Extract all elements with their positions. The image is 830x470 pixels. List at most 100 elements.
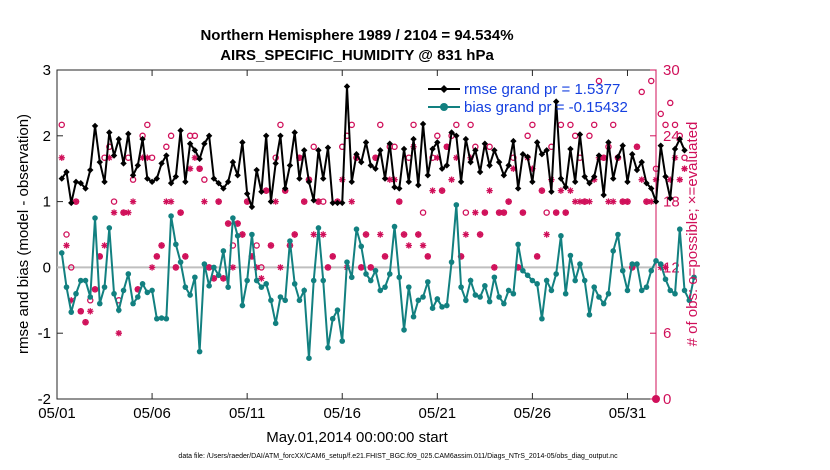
bias-point: [482, 283, 488, 289]
possible-point: [609, 121, 617, 129]
evaluated-point: [538, 187, 546, 194]
evaluated-point: [638, 176, 645, 183]
possible-point: [253, 242, 260, 249]
bias-point: [520, 267, 526, 274]
rmse-point: [419, 120, 427, 128]
x-tick-label: 05/06: [133, 405, 171, 422]
rmse-point: [353, 151, 360, 158]
possible-point: [391, 143, 398, 151]
bias-point: [73, 290, 79, 297]
bias-point: [82, 277, 89, 284]
evaluated-point: [258, 275, 265, 282]
bias-point: [396, 274, 403, 281]
evaluated-point: [486, 187, 493, 194]
bias-point: [363, 271, 369, 277]
bias-point: [610, 248, 617, 254]
rmse-point: [524, 153, 531, 161]
bias-point: [548, 287, 555, 294]
evaluated-point: [191, 154, 199, 161]
bias-point: [196, 348, 203, 355]
bias-point: [686, 297, 693, 304]
evaluated-point: [662, 264, 669, 271]
evaluated-point: [358, 264, 365, 271]
bias-point: [624, 287, 631, 294]
rmse-point: [386, 140, 393, 147]
evaluated-point: [144, 154, 151, 161]
bias-point: [477, 294, 483, 300]
bias-point: [543, 277, 550, 284]
bias-point: [529, 277, 536, 284]
evaluated-point: [215, 198, 222, 205]
evaluated-point: [177, 209, 184, 216]
evaluated-point: [462, 231, 470, 238]
evaluated-point: [377, 231, 384, 238]
bias-point: [496, 294, 502, 300]
bias-point: [135, 294, 141, 300]
evaluated-point: [205, 264, 213, 271]
evaluated-point: [633, 143, 641, 150]
evaluated-point: [434, 154, 441, 161]
rmse-point: [491, 147, 498, 154]
evaluated-point: [519, 209, 527, 216]
evaluated-point: [68, 297, 75, 304]
possible-point: [586, 132, 593, 140]
rmse-point: [125, 130, 132, 138]
evaluated-point: [106, 154, 113, 161]
bias-point: [334, 307, 341, 313]
rmse-point: [510, 137, 517, 145]
rmse-point: [410, 135, 417, 143]
bias-point: [249, 231, 255, 238]
evaluated-point: [419, 242, 427, 249]
rmse-point: [110, 152, 118, 159]
bias-point: [377, 287, 384, 294]
bias-point: [101, 284, 108, 290]
possible-point: [524, 132, 531, 140]
y-right-tick-label: 0: [663, 391, 671, 408]
bias-point: [619, 267, 626, 274]
rmse-point: [619, 142, 626, 149]
evaluated-point: [272, 198, 279, 205]
rmse-point: [562, 183, 569, 191]
bias-point: [244, 277, 250, 284]
evaluated-point: [186, 165, 194, 172]
evaluated-point: [291, 231, 298, 238]
rmse-point: [557, 175, 565, 182]
rmse-point: [648, 185, 655, 192]
x-tick-label: 05/21: [419, 405, 457, 422]
evaluated-point: [87, 308, 94, 315]
possible-point: [58, 121, 66, 129]
evaluated-point: [134, 286, 142, 293]
legend-rmse-marker: [440, 85, 448, 93]
evaluated-point: [129, 198, 137, 205]
y-right-tick-label: 12: [663, 259, 680, 276]
legend-rmse-label: rmse grand pr = 1.5377: [464, 81, 620, 98]
possible-point: [595, 77, 603, 85]
rmse-point: [652, 198, 660, 205]
evaluated-point: [453, 154, 460, 161]
evaluated-point: [576, 198, 584, 205]
rmse-point: [415, 181, 422, 189]
bias-point: [567, 252, 574, 259]
evaluated-point: [562, 209, 569, 216]
data-file-footnote: data file: /Users/raeder/DAI/ATM_forcXX/…: [178, 453, 618, 460]
y-axis-label-right: # of obs: o=possible; ×=evaluated: [684, 122, 701, 347]
bias-point: [68, 309, 75, 315]
evaluated-point: [63, 242, 70, 249]
possible-point: [657, 110, 665, 118]
rmse-point: [182, 178, 189, 186]
bias-point: [120, 287, 127, 294]
evaluated-point: [310, 231, 317, 238]
bias-point: [515, 241, 521, 248]
evaluated-point: [115, 330, 123, 337]
evaluated-point: [220, 275, 227, 282]
bias-point: [425, 279, 431, 285]
evaluated-point: [600, 154, 607, 161]
rmse-point: [614, 153, 622, 161]
bias-point: [505, 287, 512, 294]
y-tick-label: 0: [43, 259, 51, 276]
possible-point: [462, 209, 470, 216]
rmse-point: [339, 199, 346, 207]
bias-point: [306, 355, 312, 362]
bias-point: [586, 311, 593, 318]
